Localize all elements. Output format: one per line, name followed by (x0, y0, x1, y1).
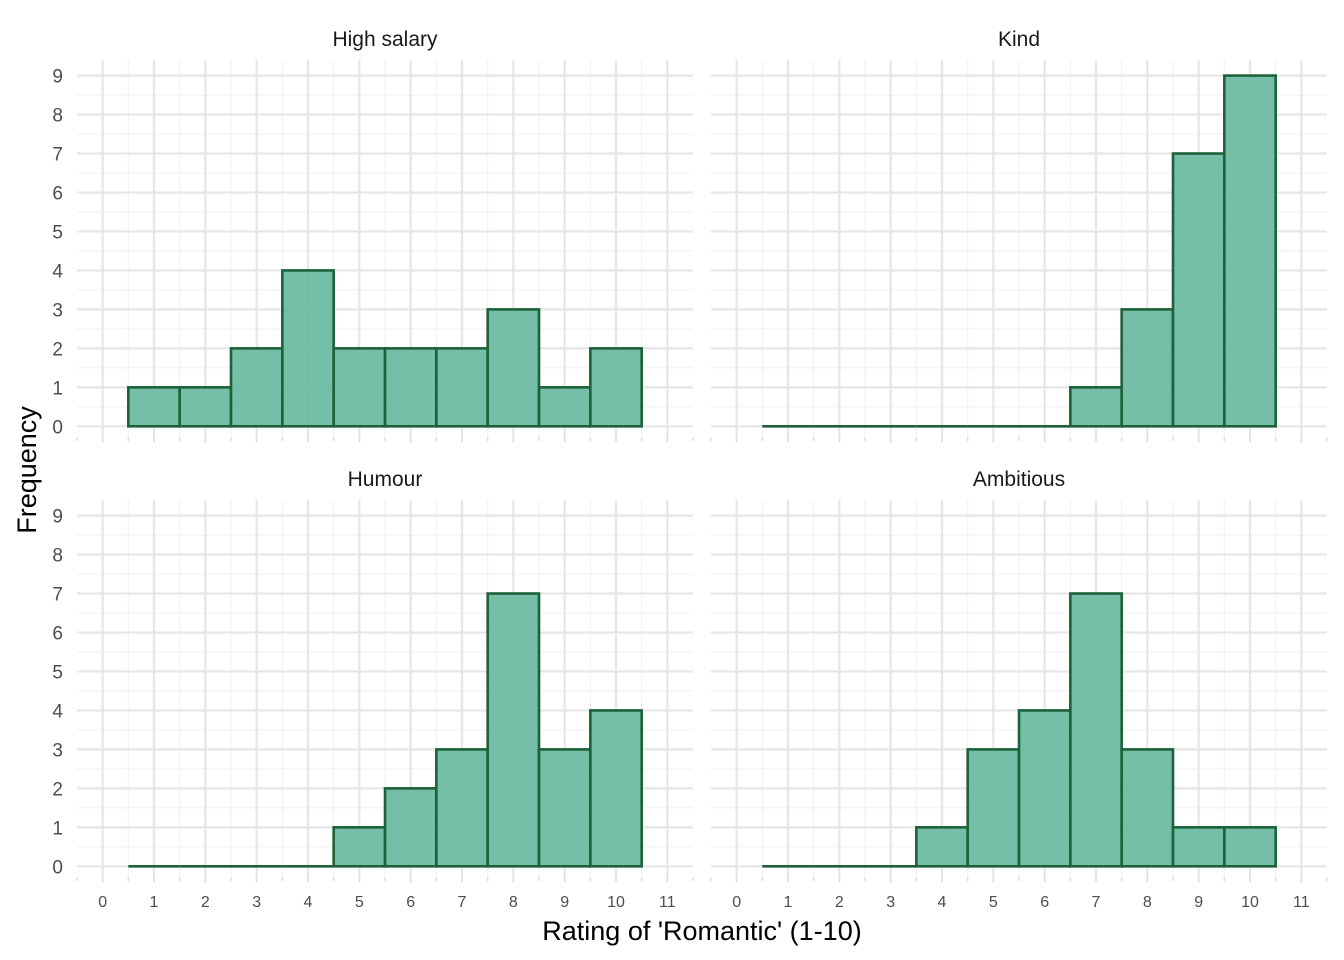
x-tick-label: 7 (1092, 894, 1101, 911)
histogram-bar (915, 826, 969, 868)
y-tick-label: 2 (52, 779, 63, 800)
histogram-bar (1069, 386, 1123, 428)
histogram-bar (486, 592, 541, 868)
x-tick-label: 11 (1293, 894, 1310, 911)
facet-title: High salary (332, 28, 438, 51)
y-tick-label: 9 (52, 507, 63, 528)
histogram-bar (1223, 74, 1277, 428)
x-tick-label: 5 (989, 894, 998, 911)
x-tick-label: 5 (355, 894, 364, 911)
histogram-bar (383, 347, 438, 428)
facet-title: Ambitious (973, 468, 1065, 491)
histogram-bar (178, 386, 233, 428)
histogram-bar (537, 748, 592, 868)
x-axis-title: Rating of 'Romantic' (1-10) (542, 916, 861, 946)
y-tick-label: 9 (52, 67, 63, 88)
histogram-bar (1171, 152, 1226, 428)
x-tick-label: 8 (1143, 894, 1152, 911)
x-tick-label: 10 (607, 894, 625, 911)
y-tick-label: 1 (52, 818, 63, 839)
y-tick-label: 8 (52, 546, 63, 567)
y-tick-label: 6 (52, 623, 63, 644)
y-tick-label: 0 (52, 417, 63, 438)
histogram-bar (332, 347, 387, 428)
x-tick-label: 8 (509, 894, 518, 911)
y-tick-label: 5 (52, 222, 63, 243)
histogram-bar (435, 748, 489, 868)
facet-panel: High salary 0 1 2 3 4 5 6 7 8 9 (52, 28, 694, 442)
y-tick-label: 4 (52, 701, 63, 722)
y-axis-title: Frequency (12, 406, 42, 534)
x-tick-label: 7 (458, 894, 467, 911)
x-tick-label: 2 (835, 894, 844, 911)
x-tick-label: 1 (784, 894, 793, 911)
histogram-bar (966, 748, 1021, 868)
y-tick-label: 0 (52, 857, 63, 878)
y-tick-label: 1 (52, 378, 63, 399)
y-tick-label: 8 (52, 106, 63, 127)
y-tick-label: 2 (52, 339, 63, 360)
x-tick-label: 3 (252, 894, 261, 911)
histogram-bar (589, 709, 643, 868)
x-tick-label: 9 (560, 894, 569, 911)
histogram-bar (1069, 592, 1123, 868)
histogram-bar (281, 269, 335, 428)
x-tick-label: 10 (1241, 894, 1259, 911)
y-tick-label: 6 (52, 183, 63, 204)
x-tick-label: 1 (150, 894, 159, 911)
histogram-bar (127, 386, 181, 428)
facet-title: Kind (998, 28, 1040, 51)
x-tick-label: 6 (1040, 894, 1049, 911)
histogram-bar (332, 826, 387, 868)
histogram-bar (1120, 748, 1175, 868)
histogram-bar (537, 386, 592, 428)
x-tick-label: 2 (201, 894, 210, 911)
x-tick-label: 3 (886, 894, 895, 911)
facet-panel: Kind (710, 28, 1328, 442)
x-tick-label: 11 (659, 894, 676, 911)
y-tick-label: 5 (52, 662, 63, 683)
facet-panel: Humour 0 1 2 3 4 5 6 7 8 9 0 1 2 3 4 5 6 7 8 9 10 11 (52, 468, 694, 911)
histogram-bar (589, 347, 643, 428)
histogram-bar (1017, 709, 1072, 868)
histogram-bar (435, 347, 489, 428)
y-tick-label: 7 (52, 145, 63, 166)
facet-panels: High salary 0 1 2 3 4 5 6 7 8 9 Kind Humour 0 1 2 3 4 5 6 7 8… (52, 28, 1328, 911)
histogram-bar (1120, 308, 1175, 428)
x-tick-label: 4 (304, 894, 313, 911)
x-tick-label: 0 (732, 894, 741, 911)
facet-panel: Ambitious 0 1 2 3 4 5 6 7 8 9 10 11 (710, 468, 1328, 911)
x-tick-label: 6 (406, 894, 415, 911)
y-tick-label: 7 (52, 585, 63, 606)
histogram-bar (1223, 826, 1277, 868)
x-tick-label: 0 (98, 894, 107, 911)
y-tick-label: 4 (52, 261, 63, 282)
y-tick-label: 3 (52, 300, 63, 321)
histogram-bar (383, 787, 438, 868)
histogram-bar (229, 347, 284, 428)
y-tick-label: 3 (52, 740, 63, 761)
histogram-bar (1171, 826, 1226, 868)
x-tick-label: 9 (1194, 894, 1203, 911)
x-tick-label: 4 (938, 894, 947, 911)
facet-title: Humour (348, 468, 423, 491)
histogram-bar (486, 308, 541, 428)
